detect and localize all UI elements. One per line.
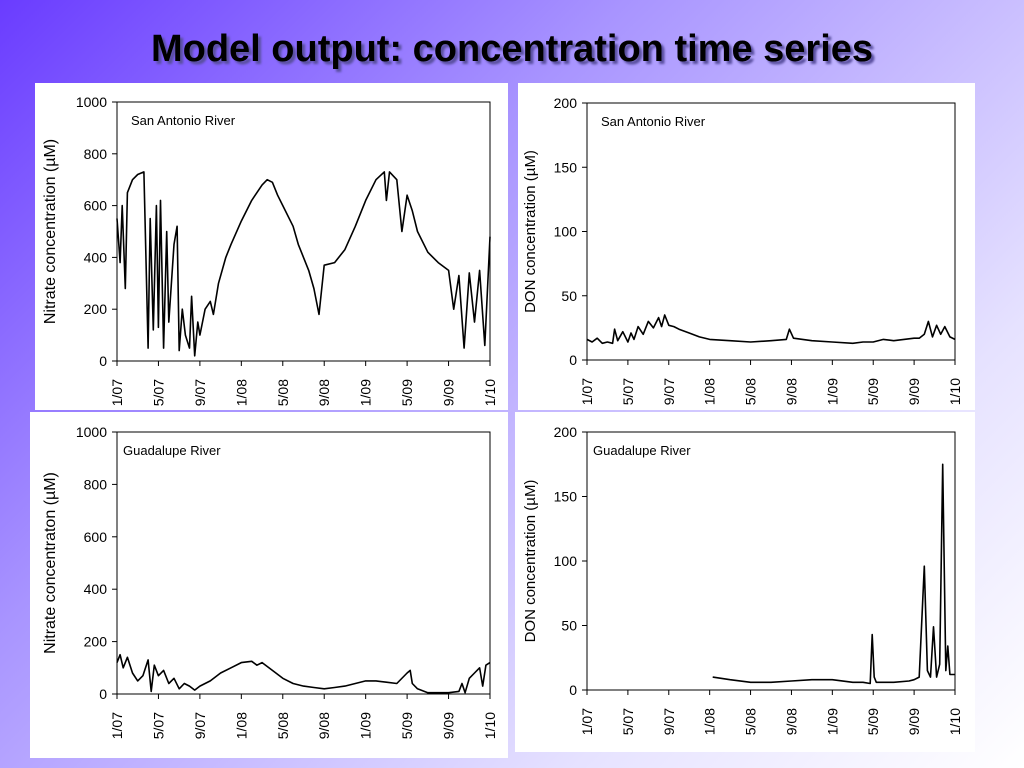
x-tick-label: 1/07 xyxy=(109,712,125,739)
data-line xyxy=(116,653,491,694)
x-tick-label: 1/07 xyxy=(579,378,595,405)
plot-frame xyxy=(116,431,491,695)
x-tick-label: 1/08 xyxy=(702,708,718,735)
y-axis-label: DON concentration (µM) xyxy=(522,150,539,313)
x-tick-label: 9/08 xyxy=(316,379,332,406)
annotation: Guadalupe River xyxy=(593,443,691,458)
x-tick-label: 5/08 xyxy=(743,708,759,735)
slide-title: Model output: concentration time series xyxy=(150,28,874,70)
x-tick-label: 9/09 xyxy=(906,708,922,735)
x-tick-label: 9/08 xyxy=(783,708,799,735)
x-tick-label: 9/07 xyxy=(192,379,208,406)
x-tick-label: 1/07 xyxy=(579,708,595,735)
y-tick-label: 0 xyxy=(569,352,577,368)
y-tick-label: 0 xyxy=(99,686,107,702)
data-line xyxy=(712,463,955,685)
x-tick-label: 1/08 xyxy=(702,378,718,405)
x-tick-label: 5/07 xyxy=(620,378,636,405)
annotation: San Antonio River xyxy=(131,113,236,128)
y-tick-label: 0 xyxy=(569,682,577,698)
y-tick-label: 50 xyxy=(561,618,577,634)
x-tick-label: 9/09 xyxy=(906,378,922,405)
y-tick-label: 150 xyxy=(554,159,578,175)
y-tick-label: 600 xyxy=(84,529,108,545)
x-tick-label: 1/10 xyxy=(947,378,963,405)
y-tick-label: 200 xyxy=(84,634,108,650)
y-axis-label: Nitrate concentration (µM) xyxy=(42,139,59,324)
x-tick-label: 5/08 xyxy=(743,378,759,405)
y-tick-label: 200 xyxy=(84,301,108,317)
y-tick-label: 800 xyxy=(84,146,108,162)
x-tick-label: 5/09 xyxy=(865,378,881,405)
x-tick-label: 5/09 xyxy=(865,708,881,735)
y-tick-label: 100 xyxy=(554,553,578,569)
y-axis-label: Nitrate concentraton (µM) xyxy=(42,472,59,654)
x-tick-label: 1/10 xyxy=(482,712,498,739)
data-line xyxy=(116,171,491,357)
annotation: San Antonio River xyxy=(601,114,706,129)
y-tick-label: 800 xyxy=(84,476,108,492)
y-tick-label: 100 xyxy=(554,224,578,240)
y-tick-label: 600 xyxy=(84,198,108,214)
y-tick-label: 1000 xyxy=(76,94,107,110)
x-tick-label: 9/07 xyxy=(661,708,677,735)
x-tick-label: 5/08 xyxy=(275,712,291,739)
y-tick-label: 200 xyxy=(554,95,578,111)
x-tick-label: 1/09 xyxy=(824,378,840,405)
y-tick-label: 200 xyxy=(554,424,578,440)
x-tick-label: 1/09 xyxy=(358,379,374,406)
x-tick-label: 9/08 xyxy=(783,378,799,405)
x-tick-label: 1/10 xyxy=(947,708,963,735)
y-tick-label: 0 xyxy=(99,353,107,369)
y-tick-label: 150 xyxy=(554,489,578,505)
chart-panel xyxy=(35,83,508,410)
annotation: Guadalupe River xyxy=(123,443,221,458)
x-tick-label: 5/07 xyxy=(150,712,166,739)
x-tick-label: 5/09 xyxy=(399,379,415,406)
x-tick-label: 5/07 xyxy=(150,379,166,406)
chart-panel xyxy=(30,412,508,758)
chart-panel xyxy=(518,83,975,410)
data-line xyxy=(586,314,956,345)
x-tick-label: 1/08 xyxy=(233,712,249,739)
x-tick-label: 1/09 xyxy=(358,712,374,739)
x-tick-label: 9/07 xyxy=(661,378,677,405)
x-tick-label: 1/07 xyxy=(109,379,125,406)
y-tick-label: 400 xyxy=(84,249,108,265)
x-tick-label: 1/09 xyxy=(824,708,840,735)
x-tick-label: 9/09 xyxy=(441,712,457,739)
x-tick-label: 5/09 xyxy=(399,712,415,739)
plot-frame xyxy=(116,101,491,362)
x-tick-label: 9/08 xyxy=(316,712,332,739)
y-tick-label: 50 xyxy=(561,288,577,304)
x-tick-label: 9/07 xyxy=(192,712,208,739)
x-tick-label: 1/08 xyxy=(233,379,249,406)
y-tick-label: 400 xyxy=(84,581,108,597)
y-tick-label: 1000 xyxy=(76,424,107,440)
y-axis-label: DON concentration (µM) xyxy=(522,480,539,643)
x-tick-label: 1/10 xyxy=(482,379,498,406)
x-tick-label: 9/09 xyxy=(441,379,457,406)
x-tick-label: 5/08 xyxy=(275,379,291,406)
x-tick-label: 5/07 xyxy=(620,708,636,735)
chart-panel xyxy=(515,412,975,752)
